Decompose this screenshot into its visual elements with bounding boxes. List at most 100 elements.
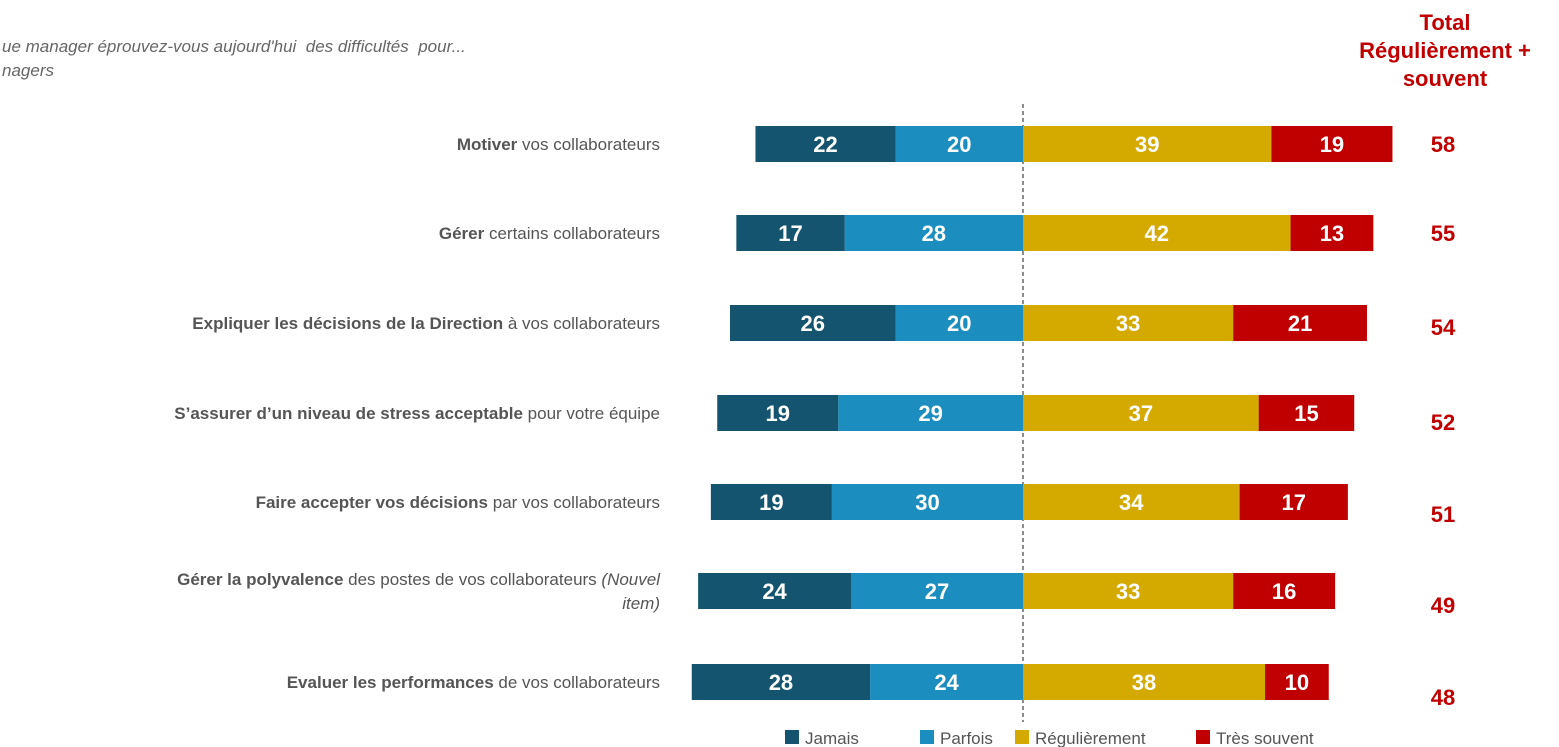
value-label: 39 — [1135, 132, 1159, 157]
category-part: des postes de vos collaborateurs — [343, 570, 601, 589]
value-label: 19 — [766, 401, 790, 426]
legend-label: Parfois — [940, 729, 993, 747]
category-label: Gérer la polyvalence des postes de vos c… — [177, 570, 661, 589]
bar-segment — [1290, 215, 1374, 251]
value-label: 13 — [1320, 221, 1344, 246]
category-label: item) — [622, 594, 660, 613]
value-label: 24 — [934, 670, 959, 695]
legend-swatch — [1196, 730, 1210, 744]
category-part: Faire accepter vos décisions — [256, 493, 488, 512]
bar-segment — [1023, 573, 1234, 609]
total-label: 54 — [1431, 315, 1456, 340]
category-part: certains collaborateurs — [484, 224, 660, 243]
bar-segment — [717, 395, 839, 431]
value-label: 28 — [769, 670, 793, 695]
bar-segment — [1023, 395, 1259, 431]
value-label: 24 — [762, 579, 787, 604]
legend-swatch — [1015, 730, 1029, 744]
total-label: 49 — [1431, 593, 1455, 618]
legend-label: Jamais — [805, 729, 859, 747]
category-label: S’assurer d’un niveau de stress acceptab… — [174, 404, 660, 423]
bar-segment — [870, 664, 1023, 700]
bar-segment — [1233, 573, 1336, 609]
bar-segment — [755, 126, 896, 162]
value-label: 20 — [947, 311, 971, 336]
category-label: Evaluer les performances de vos collabor… — [287, 673, 660, 692]
value-label: 26 — [801, 311, 825, 336]
value-label: 37 — [1129, 401, 1153, 426]
value-label: 29 — [918, 401, 942, 426]
bar-segment — [838, 395, 1023, 431]
bar-segment — [736, 215, 845, 251]
value-label: 38 — [1132, 670, 1156, 695]
bar-segment — [1023, 484, 1240, 520]
bar-segment — [1271, 126, 1393, 162]
category-label: Faire accepter vos décisions par vos col… — [256, 493, 660, 512]
category-part: (Nouvel — [601, 570, 661, 589]
value-label: 19 — [1320, 132, 1344, 157]
total-label: 52 — [1431, 410, 1455, 435]
total-label: 55 — [1431, 221, 1455, 246]
value-label: 17 — [778, 221, 802, 246]
category-part: Motiver — [457, 135, 518, 154]
bar-segment — [698, 573, 852, 609]
bar-segment — [1023, 126, 1272, 162]
category-part: Evaluer les performances — [287, 673, 494, 692]
category-part: Gérer la polyvalence — [177, 570, 343, 589]
bar-segment — [844, 215, 1023, 251]
bar-segment — [710, 484, 832, 520]
title: ue manager éprouvez-vous aujourd'hui des… — [2, 37, 466, 56]
category-part: pour votre équipe — [523, 404, 660, 423]
bar-segment — [1258, 395, 1355, 431]
legend-swatch — [785, 730, 799, 744]
legend-swatch — [920, 730, 934, 744]
totals-title: Régulièrement + — [1359, 38, 1531, 63]
value-label: 15 — [1294, 401, 1318, 426]
category-part: de vos collaborateurs — [494, 673, 660, 692]
title: nagers — [2, 61, 54, 80]
bar-segment — [895, 126, 1023, 162]
value-label: 21 — [1288, 311, 1312, 336]
legend-label: Régulièrement — [1035, 729, 1146, 747]
total-label: 48 — [1431, 685, 1455, 710]
bar-segment — [1265, 664, 1329, 700]
value-label: 34 — [1119, 490, 1144, 515]
bar-segment — [1023, 215, 1291, 251]
value-label: 17 — [1281, 490, 1305, 515]
category-part: Gérer — [439, 224, 485, 243]
bar-segment — [1239, 484, 1348, 520]
value-label: 33 — [1116, 579, 1140, 604]
category-part: Expliquer les décisions de la Direction — [192, 314, 503, 333]
category-label: Motiver vos collaborateurs — [457, 135, 660, 154]
value-label: 30 — [915, 490, 939, 515]
bar-segment — [851, 573, 1023, 609]
totals-title: Total — [1420, 10, 1471, 35]
value-label: 20 — [947, 132, 971, 157]
bar-segment — [831, 484, 1023, 520]
value-label: 33 — [1116, 311, 1140, 336]
totals-title: souvent — [1403, 66, 1488, 91]
total-label: 51 — [1431, 502, 1455, 527]
bar-segment — [729, 305, 896, 341]
category-part: item) — [622, 594, 660, 613]
bar-segment — [1233, 305, 1367, 341]
total-label: 58 — [1431, 132, 1455, 157]
value-label: 16 — [1272, 579, 1296, 604]
category-part: S’assurer d’un niveau de stress acceptab… — [174, 404, 523, 423]
value-label: 19 — [759, 490, 783, 515]
category-part: à vos collaborateurs — [503, 314, 660, 333]
value-label: 27 — [925, 579, 949, 604]
value-label: 10 — [1285, 670, 1309, 695]
bar-segment — [691, 664, 871, 700]
bar-segment — [1023, 305, 1234, 341]
category-label: Expliquer les décisions de la Direction … — [192, 314, 660, 333]
category-part: par vos collaborateurs — [488, 493, 660, 512]
value-label: 22 — [813, 132, 837, 157]
legend-label: Très souvent — [1216, 729, 1314, 747]
category-label: Gérer certains collaborateurs — [439, 224, 660, 243]
bar-segment — [895, 305, 1023, 341]
bar-segment — [1023, 664, 1266, 700]
value-label: 42 — [1145, 221, 1169, 246]
category-part: vos collaborateurs — [517, 135, 660, 154]
